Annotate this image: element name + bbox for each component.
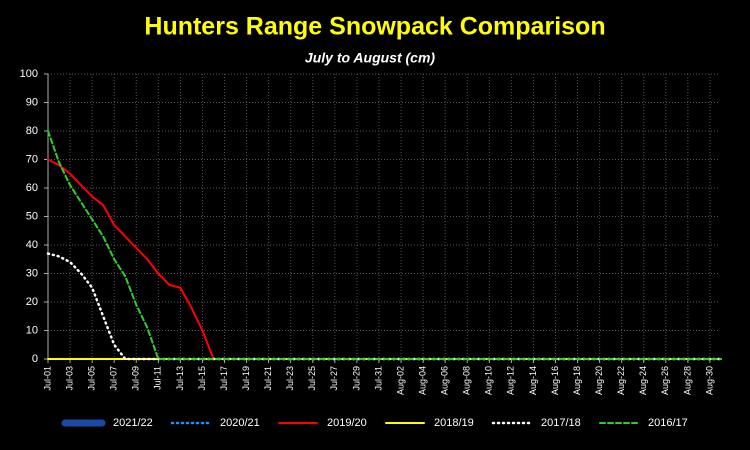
x-tick-label: Jul-23 — [285, 366, 295, 391]
y-tick-label: 60 — [26, 182, 38, 194]
x-tick-label: Jul-01 — [42, 366, 52, 391]
x-tick-label: Jul-15 — [197, 366, 207, 391]
x-tick-label: Jul-21 — [263, 366, 273, 391]
x-tick-label: Aug-28 — [682, 366, 692, 395]
legend-label: 2020/21 — [220, 417, 260, 429]
x-tick-label: Jul-19 — [241, 366, 251, 391]
x-tick-label: Aug-18 — [572, 366, 582, 395]
y-tick-label: 50 — [26, 210, 38, 222]
x-tick-label: Aug-14 — [528, 366, 538, 395]
y-tick-label: 10 — [26, 324, 38, 336]
chart-subtitle: July to August (cm) — [305, 50, 435, 66]
x-tick-label: Aug-04 — [417, 366, 427, 395]
y-tick-label: 90 — [26, 96, 38, 108]
y-tick-label: 20 — [26, 296, 38, 308]
x-tick-label: Aug-10 — [484, 366, 494, 395]
x-tick-label: Jul-05 — [87, 366, 97, 391]
x-tick-label: Jul-27 — [329, 366, 339, 391]
legend-label: 2018/19 — [434, 417, 474, 429]
legend-label: 2017/18 — [541, 417, 581, 429]
x-tick-label: Jul-17 — [219, 366, 229, 391]
x-tick-label: Jul-09 — [131, 366, 141, 391]
x-tick-label: Aug-30 — [704, 366, 714, 395]
y-tick-label: 0 — [32, 353, 38, 365]
x-tick-label: Jul-03 — [64, 366, 74, 391]
x-tick-label: Jul-13 — [175, 366, 185, 391]
x-tick-label: Aug-02 — [395, 366, 405, 395]
y-tick-label: 30 — [26, 267, 38, 279]
x-tick-label: Jul-31 — [373, 366, 383, 391]
x-tick-label: Jul-25 — [307, 366, 317, 391]
x-tick-label: Aug-22 — [616, 366, 626, 395]
x-tick-label: Aug-16 — [550, 366, 560, 395]
x-tick-label: Aug-12 — [506, 366, 516, 395]
y-tick-label: 80 — [26, 125, 38, 137]
series-line — [47, 130, 722, 360]
chart-title: Hunters Range Snowpack Comparison — [144, 13, 605, 41]
x-tick-label: Jul-11 — [153, 366, 163, 390]
x-tick-label: Aug-24 — [638, 366, 648, 395]
legend-label: 2019/20 — [327, 417, 367, 429]
x-tick-label: Aug-06 — [440, 366, 450, 395]
x-tick-label: Aug-20 — [594, 366, 604, 395]
y-tick-label: 100 — [20, 68, 38, 80]
x-tick-label: Jul-07 — [109, 366, 119, 391]
y-tick-label: 70 — [26, 153, 38, 165]
x-tick-label: Aug-26 — [660, 366, 670, 395]
x-tick-label: Jul-29 — [351, 366, 361, 391]
y-tick-label: 40 — [26, 239, 38, 251]
legend-label: 2016/17 — [648, 417, 688, 429]
x-tick-label: Aug-08 — [462, 366, 472, 395]
legend-label: 2021/22 — [113, 417, 153, 429]
